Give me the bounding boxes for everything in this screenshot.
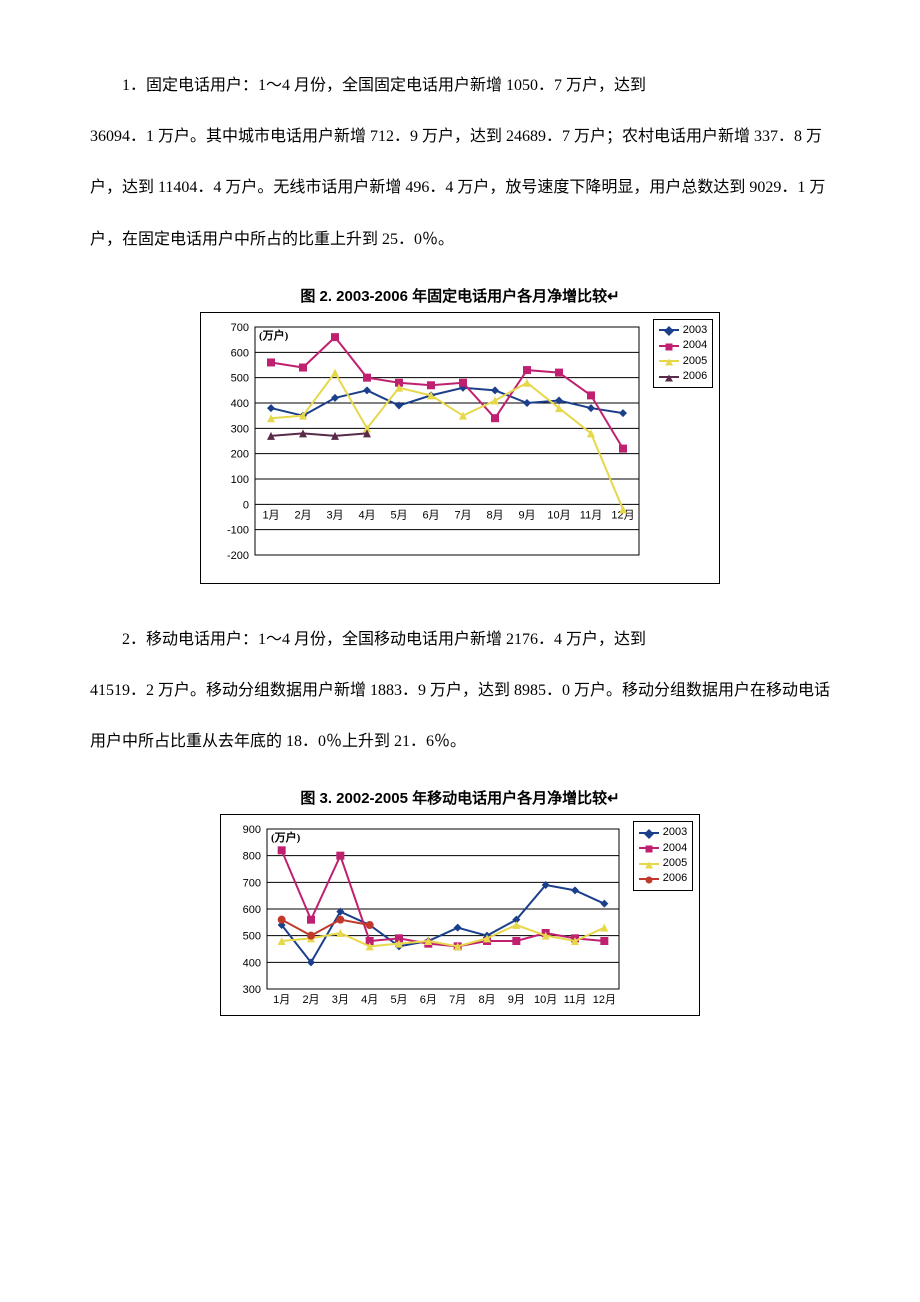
paragraph-1-body: 36094．1 万户。其中城市电话用户新增 712．9 万户，达到 24689．… — [90, 111, 830, 265]
legend-item: 2006 — [639, 871, 687, 886]
svg-text:1月: 1月 — [273, 994, 290, 1006]
svg-text:7月: 7月 — [449, 994, 466, 1006]
legend-item: 2004 — [659, 338, 707, 353]
legend-item: 2006 — [659, 369, 707, 384]
chart-2-frame: -200 -100 0 100 200 300 400 500 600 700 (万户) 1月 2月 3月… — [200, 312, 720, 584]
svg-text:7月: 7月 — [454, 509, 471, 521]
svg-text:600: 600 — [230, 347, 248, 359]
legend-item: 2004 — [639, 841, 687, 856]
paragraph-1-lead: 1．固定电话用户：1～4 月份，全国固定电话用户新增 1050．7 万户，达到 — [90, 60, 830, 111]
svg-text:8月: 8月 — [486, 509, 503, 521]
svg-text:-100: -100 — [227, 524, 249, 536]
svg-text:10月: 10月 — [534, 994, 557, 1006]
svg-text:9月: 9月 — [508, 994, 525, 1006]
svg-text:3月: 3月 — [332, 994, 349, 1006]
svg-text:500: 500 — [230, 372, 248, 384]
svg-text:10月: 10月 — [547, 509, 570, 521]
svg-text:200: 200 — [230, 448, 248, 460]
svg-text:300: 300 — [230, 423, 248, 435]
svg-text:100: 100 — [230, 474, 248, 486]
legend-item: 2005 — [639, 856, 687, 871]
chart-3-legend: 2003 2004 2005 2006 — [633, 821, 693, 891]
svg-text:3月: 3月 — [326, 509, 343, 521]
svg-text:(万户): (万户) — [259, 328, 289, 342]
svg-text:(万户): (万户) — [271, 830, 301, 844]
svg-text:6月: 6月 — [422, 509, 439, 521]
chart-3-block: 图 3. 2002-2005 年移动电话用户各月净增比较↵ 300 400 500 6… — [90, 787, 830, 1016]
svg-text:4月: 4月 — [358, 509, 375, 521]
chart-2-legend: 2003 2004 2005 2006 — [653, 319, 713, 389]
chart-2-title: 图 2. 2003-2006 年固定电话用户各月净增比较↵ — [90, 285, 830, 306]
paragraph-2-lead: 2．移动电话用户：1～4 月份，全国移动电话用户新增 2176．4 万户，达到 — [90, 614, 830, 665]
svg-text:300: 300 — [242, 984, 260, 996]
paragraph-2-body: 41519．2 万户。移动分组数据用户新增 1883．9 万户，达到 8985．… — [90, 665, 830, 767]
svg-text:500: 500 — [242, 931, 260, 943]
chart-3-frame: 300 400 500 600 700 800 900 (万户) 1月 2月 3月 4月 5月 6月 7月 8… — [220, 814, 700, 1016]
svg-text:8月: 8月 — [478, 994, 495, 1006]
svg-text:-200: -200 — [227, 550, 249, 562]
svg-text:600: 600 — [242, 904, 260, 916]
chart-2-plot: -200 -100 0 100 200 300 400 500 600 700 (万户) 1月 2月 3月… — [207, 319, 647, 579]
svg-text:12月: 12月 — [592, 994, 615, 1006]
svg-text:700: 700 — [242, 878, 260, 890]
svg-text:2月: 2月 — [294, 509, 311, 521]
legend-item: 2005 — [659, 354, 707, 369]
svg-text:400: 400 — [242, 958, 260, 970]
svg-text:0: 0 — [243, 499, 249, 511]
svg-text:6月: 6月 — [420, 994, 437, 1006]
svg-text:900: 900 — [242, 824, 260, 836]
chart-3-title: 图 3. 2002-2005 年移动电话用户各月净增比较↵ — [90, 787, 830, 808]
svg-text:11月: 11月 — [564, 994, 586, 1006]
svg-text:1月: 1月 — [262, 509, 279, 521]
svg-text:700: 700 — [230, 322, 248, 334]
svg-text:5月: 5月 — [390, 509, 407, 521]
legend-item: 2003 — [659, 323, 707, 338]
svg-text:5月: 5月 — [390, 994, 407, 1006]
legend-item: 2003 — [639, 825, 687, 840]
chart-2-block: 图 2. 2003-2006 年固定电话用户各月净增比较↵ -200 -100 0 1… — [90, 285, 830, 584]
svg-text:800: 800 — [242, 851, 260, 863]
svg-text:2月: 2月 — [302, 994, 319, 1006]
svg-text:9月: 9月 — [518, 509, 535, 521]
chart-3-plot: 300 400 500 600 700 800 900 (万户) 1月 2月 3月 4月 5月 6月 7月 8… — [227, 821, 627, 1011]
svg-text:4月: 4月 — [361, 994, 378, 1006]
svg-text:400: 400 — [230, 398, 248, 410]
svg-text:11月: 11月 — [580, 509, 602, 521]
